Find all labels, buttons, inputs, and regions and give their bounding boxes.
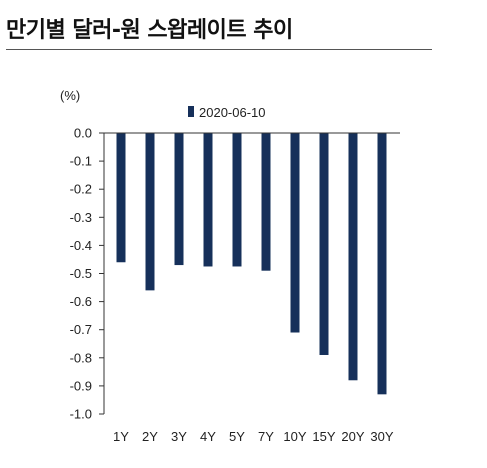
y-tick-label: -0.6: [70, 294, 92, 309]
legend-swatch: [188, 106, 194, 117]
title-divider: [6, 49, 432, 50]
x-tick-label: 7Y: [258, 429, 274, 444]
bar-10y: [290, 133, 300, 333]
bar-30y: [377, 133, 387, 395]
bars: [116, 133, 387, 395]
x-tick-label: 3Y: [171, 429, 187, 444]
bar-1y: [116, 133, 126, 263]
bar-3y: [174, 133, 184, 266]
y-tick-label: -0.5: [70, 266, 92, 281]
x-tick-label: 1Y: [113, 429, 129, 444]
bar-4y: [203, 133, 213, 267]
bar-2y: [145, 133, 155, 291]
x-axis: 1Y 2Y 3Y 4Y 5Y 7Y 10Y 15Y 20Y 30Y: [104, 132, 400, 444]
y-tick-label: -0.8: [70, 350, 92, 365]
y-tick-label: -0.1: [70, 154, 92, 169]
x-tick-label: 10Y: [283, 429, 306, 444]
y-tick-label: -0.9: [70, 378, 92, 393]
x-tick-label: 20Y: [341, 429, 364, 444]
bar-15y: [319, 133, 329, 355]
x-tick-label: 4Y: [200, 429, 216, 444]
x-tick-label: 5Y: [229, 429, 245, 444]
legend: 2020-06-10: [188, 105, 266, 120]
bar-7y: [261, 133, 271, 271]
y-tick-label: -0.3: [70, 210, 92, 225]
x-tick-label: 30Y: [370, 429, 393, 444]
x-tick-label: 2Y: [142, 429, 158, 444]
y-tick-label: 0.0: [74, 126, 92, 141]
y-tick-label: -0.7: [70, 322, 92, 337]
bar-5y: [232, 133, 242, 267]
y-tick-label: -0.2: [70, 182, 92, 197]
y-axis: 0.0 -0.1 -0.2 -0.3 -0.4 -0.5 -0.6 -0.7 -0.8 -0.9 -…: [70, 126, 105, 422]
unit-label: (%): [60, 88, 80, 103]
page-title: 만기별 달러-원 스왑레이트 추이: [6, 18, 293, 43]
legend-label: 2020-06-10: [199, 105, 266, 120]
x-tick-label: 15Y: [312, 429, 335, 444]
y-tick-label: -1.0: [70, 407, 92, 422]
bar-20y: [348, 133, 358, 381]
y-tick-label: -0.4: [70, 238, 92, 253]
